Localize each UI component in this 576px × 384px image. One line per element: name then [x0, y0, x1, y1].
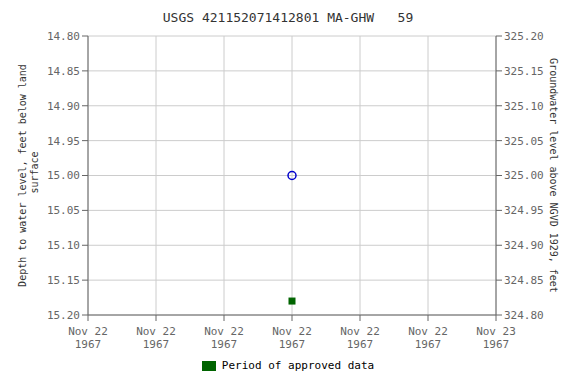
svg-text:14.90: 14.90: [47, 100, 80, 113]
svg-text:324.85: 324.85: [504, 274, 544, 287]
svg-text:Nov 221967: Nov 221967: [68, 325, 108, 351]
svg-text:324.95: 324.95: [504, 204, 544, 217]
svg-text:Nov 221967: Nov 221967: [340, 325, 380, 351]
svg-text:Groundwater level above NGVD 1: Groundwater level above NGVD 1929, feet: [548, 58, 559, 293]
svg-text:14.95: 14.95: [47, 135, 80, 148]
svg-text:15.05: 15.05: [47, 204, 80, 217]
svg-text:325.10: 325.10: [504, 100, 544, 113]
html-text:Period of approved data: Period of approved data: [221, 359, 375, 372]
svg-text:15.10: 15.10: [47, 239, 80, 252]
svg-text:15.15: 15.15: [47, 274, 80, 287]
svg-text:325.15: 325.15: [504, 65, 544, 78]
svg-text:14.85: 14.85: [47, 65, 80, 78]
svg-text:15.20: 15.20: [47, 309, 80, 322]
svg-text:Nov 231967: Nov 231967: [476, 325, 516, 351]
svg-text:14.80: 14.80: [47, 30, 80, 43]
svg-text:Nov 221967: Nov 221967: [204, 325, 244, 351]
svg-text:Nov 221967: Nov 221967: [136, 325, 176, 351]
svg-text:325.00: 325.00: [504, 169, 544, 182]
svg-text:325.05: 325.05: [504, 135, 544, 148]
html-text:USGS 421152071412801 MA-GHW 59: USGS 421152071412801 MA-GHW 59: [162, 10, 414, 25]
svg-text:324.80: 324.80: [504, 309, 544, 322]
svg-text:Depth to water level, feet bel: Depth to water level, feet below land su…: [17, 64, 40, 287]
svg-text:15.00: 15.00: [47, 169, 80, 182]
svg-text:324.90: 324.90: [504, 239, 544, 252]
svg-text:325.20: 325.20: [504, 30, 544, 43]
svg-text:Nov 221967: Nov 221967: [408, 325, 448, 351]
svg-text:Nov 221967: Nov 221967: [272, 325, 312, 351]
